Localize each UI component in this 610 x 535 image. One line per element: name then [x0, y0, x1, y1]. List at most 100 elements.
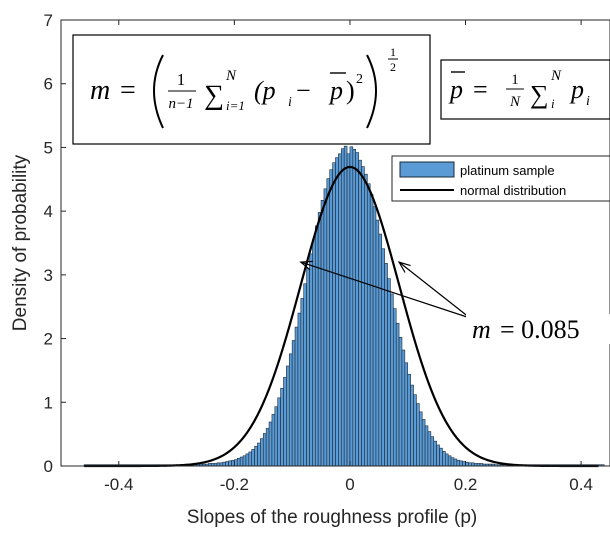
- histogram-bar: [413, 394, 417, 467]
- histogram-bar: [300, 298, 305, 467]
- histogram-bar: [274, 406, 279, 467]
- svg-text:p: p: [569, 75, 584, 104]
- y-tick-label: 1: [44, 393, 53, 412]
- histogram-bar: [366, 183, 371, 467]
- histogram-bar: [277, 397, 281, 467]
- histogram-bar: [372, 206, 377, 467]
- legend-label-histogram: platinum sample: [460, 163, 555, 178]
- svg-text:1: 1: [177, 70, 186, 89]
- histogram-bar: [407, 373, 411, 467]
- histogram-bar: [320, 200, 325, 467]
- histogram-bar: [361, 166, 365, 467]
- histogram-bar: [398, 336, 403, 467]
- arrowhead-right: [397, 261, 411, 273]
- arrowhead-left: [299, 260, 313, 271]
- histogram-bar: [262, 433, 267, 467]
- histogram-bar: [297, 312, 302, 467]
- formula-m-box: m = 1 n−1 ∑ N i=1 (p i − p ) 2 1 2: [72, 34, 431, 145]
- histogram-bar: [375, 219, 380, 467]
- svg-text:n−1: n−1: [168, 96, 193, 112]
- histogram-bar: [323, 188, 328, 467]
- svg-text:i=1: i=1: [226, 98, 245, 113]
- histogram-bar: [381, 248, 385, 467]
- histogram-bar: [444, 453, 449, 467]
- x-tick-label: 0.2: [454, 475, 478, 494]
- x-tick-label: 0: [345, 475, 354, 494]
- arrow-right: [398, 261, 471, 319]
- y-axis-label: Density of probability: [10, 154, 31, 331]
- histogram-bar: [349, 146, 354, 467]
- histogram-bar: [260, 438, 264, 467]
- svg-text:1: 1: [511, 72, 519, 88]
- histogram-bar: [450, 457, 455, 467]
- histogram-bar: [384, 263, 388, 467]
- histogram-bar: [291, 340, 296, 467]
- arrow-left: [300, 261, 471, 319]
- histogram-bar: [390, 293, 394, 467]
- histogram-bar: [303, 283, 307, 467]
- svg-text:): ): [346, 76, 355, 105]
- histogram-bar: [436, 444, 440, 467]
- histogram-bar: [453, 458, 458, 467]
- histogram-bar: [395, 322, 400, 467]
- y-tick-label: 7: [44, 11, 53, 30]
- legend-label-curve: normal distribution: [460, 183, 566, 198]
- y-axis-ticks: 0 1 2 3 4 5 6 7: [44, 11, 66, 476]
- svg-text:m: m: [90, 75, 110, 106]
- svg-text:∑: ∑: [204, 80, 224, 111]
- histogram-bar: [312, 239, 316, 467]
- histogram-bar: [338, 153, 342, 467]
- histogram-bar: [239, 456, 244, 467]
- histogram-bar: [378, 233, 383, 467]
- histogram-bar: [416, 403, 420, 467]
- histogram-bar: [228, 460, 232, 467]
- histogram-bar: [404, 362, 409, 467]
- histogram-bar: [358, 159, 362, 467]
- histogram-bar: [283, 377, 287, 467]
- histogram-bar: [326, 178, 331, 467]
- svg-text:N: N: [550, 68, 562, 84]
- histogram-bar: [355, 152, 359, 467]
- histogram-bar: [439, 447, 443, 467]
- m-value-lhs: m: [472, 315, 491, 344]
- histogram-bar: [314, 225, 319, 467]
- histogram-bar: [335, 157, 339, 467]
- histogram-bar: [236, 458, 241, 467]
- x-tick-label: -0.2: [220, 475, 249, 494]
- histogram-bar: [225, 461, 229, 467]
- histogram-bar: [343, 145, 348, 467]
- histogram-bar: [410, 384, 414, 467]
- histogram-bar: [459, 460, 463, 467]
- svg-text:=: =: [120, 75, 136, 106]
- y-tick-label: 0: [44, 457, 53, 476]
- y-tick-label: 4: [44, 202, 53, 221]
- x-tick-label: 0.4: [569, 475, 593, 494]
- y-tick-label: 6: [44, 75, 53, 94]
- formula-pbar-box: p = 1 N ∑ N i p i: [440, 59, 610, 120]
- histogram-bar: [294, 326, 299, 467]
- svg-text:∑: ∑: [530, 80, 549, 109]
- histogram-bar: [268, 421, 273, 467]
- histogram-bar: [332, 162, 336, 467]
- histogram-bar: [245, 453, 250, 467]
- histogram-bar: [242, 455, 247, 467]
- histogram-bar: [447, 455, 452, 467]
- histogram-bar: [254, 445, 258, 467]
- svg-text:N: N: [509, 94, 521, 110]
- plot-area-frame: [60, 19, 610, 467]
- svg-text:N: N: [225, 68, 237, 84]
- x-axis-ticks: -0.4 -0.2 0 0.2 0.4: [104, 20, 593, 494]
- x-axis-label: Slopes of the roughness profile (p): [187, 507, 477, 528]
- histogram-bar: [369, 194, 374, 467]
- histogram-bar: [251, 449, 255, 467]
- y-tick-label: 3: [44, 266, 53, 285]
- y-tick-label: 2: [44, 330, 53, 349]
- histogram-bar: [288, 353, 293, 467]
- histogram-bar: [248, 451, 253, 467]
- svg-text:p: p: [448, 75, 463, 104]
- histogram-bar: [280, 387, 284, 467]
- m-value-annotation: m = 0.085: [299, 260, 610, 344]
- svg-text:i: i: [551, 96, 555, 111]
- legend: platinum sample normal distribution: [391, 155, 610, 202]
- histogram-bar: [346, 153, 351, 467]
